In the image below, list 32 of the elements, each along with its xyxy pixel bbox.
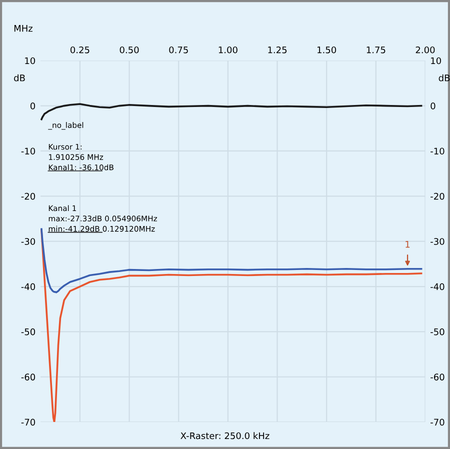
x-tick-label: 0.75 <box>169 46 188 54</box>
y-axis-title: dB <box>14 74 25 82</box>
annotation: 1 <box>406 240 410 248</box>
y-tick-label: 10 <box>25 57 36 64</box>
x-axis-title: MHz <box>14 25 32 32</box>
y-tick-label: -50 <box>21 328 36 336</box>
y2-tick-label: -40 <box>430 283 444 290</box>
y-tick-label: -40 <box>21 283 36 290</box>
x-tick-label: 1.50 <box>318 46 336 54</box>
x-tick-label: 0.50 <box>120 46 139 54</box>
y-tick-label: -10 <box>21 148 36 155</box>
y2-tick-label: -50 <box>430 328 444 336</box>
line-series <box>40 103 422 120</box>
y2-tick-label: -70 <box>430 418 444 426</box>
y2-tick-label: -10 <box>430 148 444 155</box>
x-tick-label: 1.00 <box>218 46 238 54</box>
y-tick-label: -30 <box>21 238 36 245</box>
y-tick-label: -60 <box>21 374 36 380</box>
text: X-Raster: 250.0 kHz <box>180 432 270 440</box>
x-tick-label: 0.25 <box>70 46 90 54</box>
y2-axis-title: dB <box>438 74 450 82</box>
y2-tick-label: -20 <box>430 192 444 200</box>
y2-tick-label: -60 <box>430 374 444 380</box>
y-tick-label: -20 <box>21 192 36 200</box>
y-tick-label: 0 <box>30 102 36 110</box>
x-tick-label: 1.75 <box>366 46 386 54</box>
y2-tick-label: 0 <box>430 102 436 110</box>
y-tick-label: -70 <box>21 418 36 426</box>
y2-tick-label: -30 <box>430 238 444 245</box>
x-tick-label: 2.00 <box>416 46 435 54</box>
y2-tick-label: 10 <box>431 57 441 64</box>
x-tick-label: 1.25 <box>268 46 287 54</box>
